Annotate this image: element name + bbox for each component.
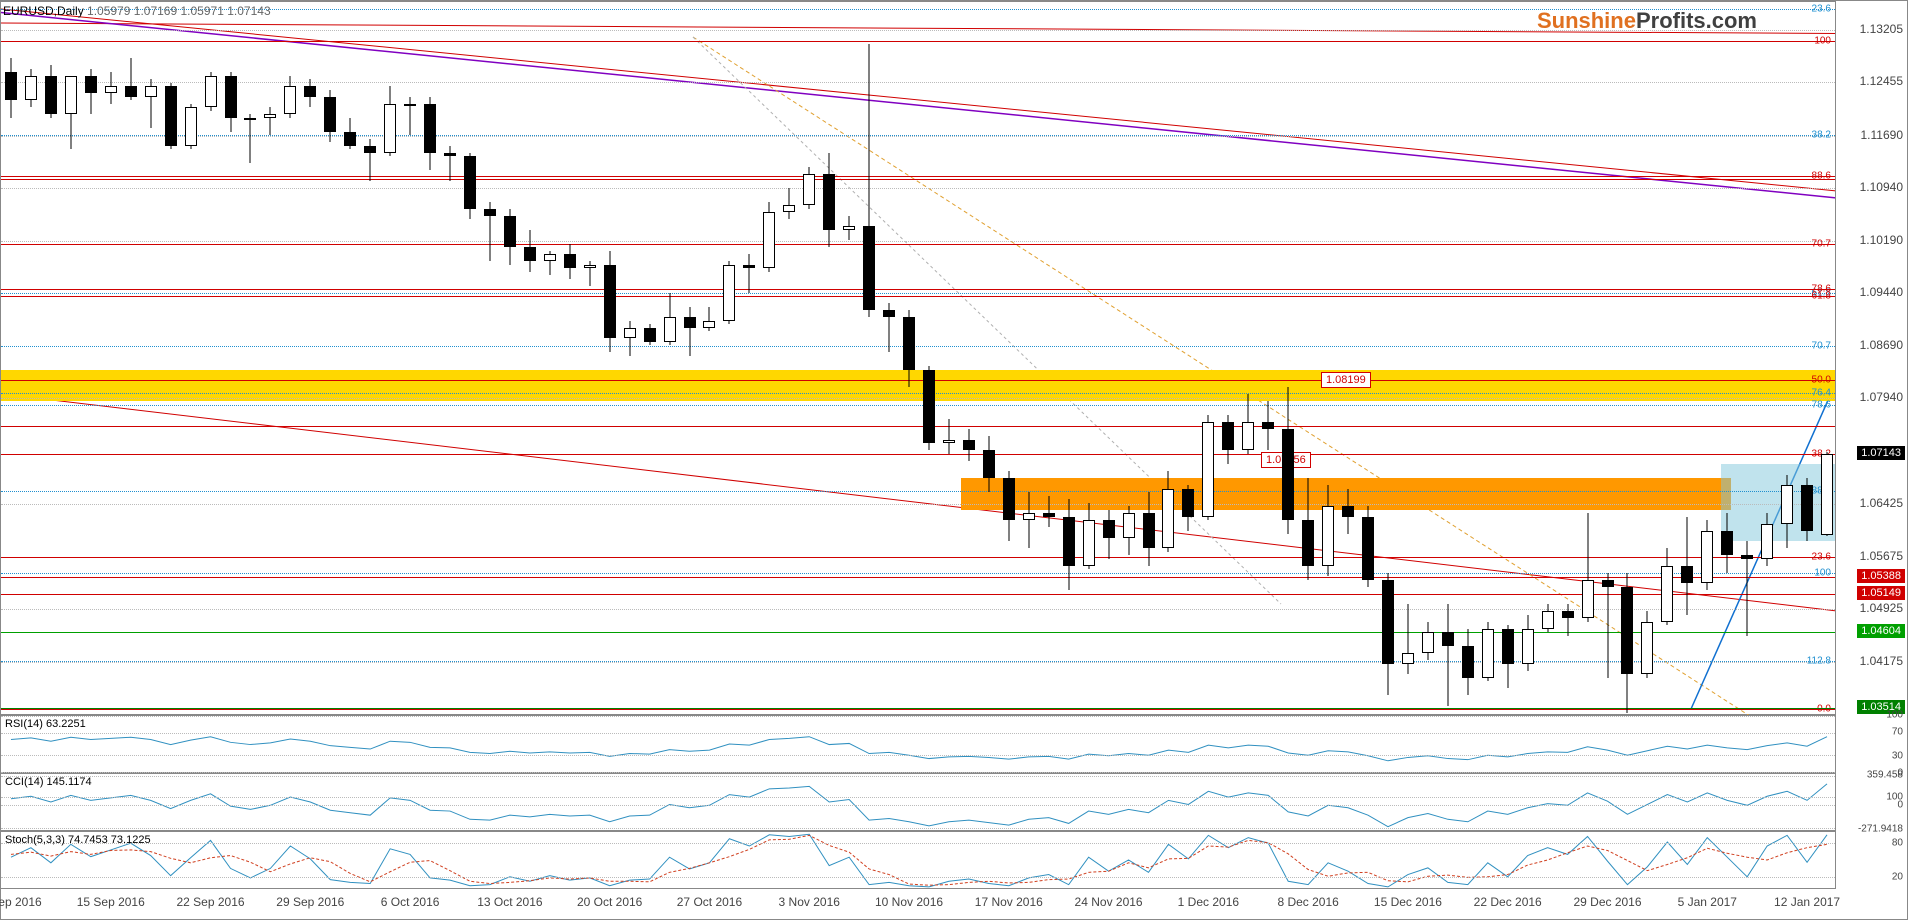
x-tick: 8 Sep 2016 [0, 895, 42, 909]
ohlc-l: 1.05971 [181, 4, 224, 18]
x-tick: 27 Oct 2016 [677, 895, 742, 909]
y-tick: 1.09440 [1860, 285, 1903, 299]
fib-level-blue [1, 346, 1837, 347]
fib-level-red [1, 454, 1837, 455]
x-tick: 3 Nov 2016 [779, 895, 840, 909]
y-tick: 1.11690 [1861, 128, 1904, 142]
x-tick: 24 Nov 2016 [1075, 895, 1143, 909]
fib-level-blue [1, 405, 1837, 406]
y-price-box: 1.05149 [1857, 586, 1905, 600]
x-tick: 29 Sep 2016 [276, 895, 344, 909]
y-tick: 1.04925 [1860, 601, 1903, 615]
price-panel[interactable]: EURUSD,Daily 1.05979 1.07169 1.05971 1.0… [1, 1, 1837, 715]
y-tick: 1.05675 [1860, 549, 1903, 563]
cci-line [1, 774, 1837, 832]
h-level [1, 426, 1837, 427]
timeframe-label: Daily [57, 4, 84, 18]
y-tick: 1.08690 [1860, 338, 1903, 352]
y-price-box: 1.07143 [1857, 446, 1905, 460]
y-tick: 1.12455 [1860, 74, 1903, 88]
y-tick: 1.04175 [1860, 654, 1903, 668]
fib-level-red [1, 709, 1837, 710]
rsi-line [1, 716, 1837, 774]
chart-root: EURUSD,Daily 1.05979 1.07169 1.05971 1.0… [0, 0, 1908, 920]
time-axis: 8 Sep 2016 15 Sep 2016 22 Sep 2016 29 Sep 2… [1, 889, 1837, 921]
y-tick: 1.13205 [1860, 22, 1903, 36]
x-tick: 13 Oct 2016 [477, 895, 542, 909]
x-tick: 29 Dec 2016 [1573, 895, 1641, 909]
x-tick: 6 Oct 2016 [381, 895, 440, 909]
x-tick: 12 Jan 2017 [1774, 895, 1840, 909]
rsi-panel[interactable]: RSI(14) 63.2251 03070100 [1, 715, 1837, 773]
y-price-box: 1.05388 [1857, 569, 1905, 583]
h-level [1, 380, 1837, 381]
x-tick: 5 Jan 2017 [1678, 895, 1737, 909]
y-price-box: 1.04604 [1857, 624, 1905, 638]
stoch-panel[interactable]: Stoch(5,3,3) 74.7453 73.1225 2080 [1, 831, 1837, 889]
h-level [1, 577, 1837, 578]
symbol-label: EURUSD [3, 4, 54, 18]
x-tick: 22 Dec 2016 [1474, 895, 1542, 909]
x-tick: 22 Sep 2016 [177, 895, 245, 909]
fib-level-blue [1, 393, 1837, 394]
price-label-box: 1.08199 [1321, 372, 1371, 388]
fib-level-red [1, 557, 1837, 558]
ohlc-o: 1.05979 [87, 4, 130, 18]
x-tick: 20 Oct 2016 [577, 895, 642, 909]
x-tick: 15 Dec 2016 [1374, 895, 1442, 909]
fib-level-blue [1, 573, 1837, 574]
x-tick: 8 Dec 2016 [1277, 895, 1338, 909]
fib-level-red [1, 289, 1837, 290]
y-tick: 1.10190 [1860, 233, 1903, 247]
x-tick: 10 Nov 2016 [875, 895, 943, 909]
rsi-label: RSI(14) 63.2251 [5, 718, 86, 730]
y-tick: 1.06425 [1860, 496, 1903, 510]
stoch-label: Stoch(5,3,3) 74.7453 73.1225 [5, 834, 151, 846]
cci-label: CCI(14) 145.1174 [5, 776, 92, 788]
h-level [1, 632, 1837, 633]
fib-level-blue [1, 491, 1837, 492]
fib-level-blue [1, 135, 1837, 136]
ohlc-h: 1.07169 [134, 4, 177, 18]
fib-level-red [1, 244, 1837, 245]
stoch-line [1, 832, 1837, 890]
cci-panel[interactable]: CCI(14) 145.1174 -271.94180100359.458 [1, 773, 1837, 831]
y-tick: 1.10940 [1860, 180, 1903, 194]
h-level [1, 708, 1837, 709]
fib-level-red [1, 296, 1837, 297]
fib-level-blue [1, 661, 1837, 662]
fib-level-blue [1, 293, 1837, 294]
chart-title: EURUSD,Daily 1.05979 1.07169 1.05971 1.0… [3, 4, 271, 18]
fib-level-red [1, 176, 1837, 177]
price-zone [1, 370, 1837, 402]
fib-level-red [1, 41, 1837, 42]
watermark: SunshineProfits.com [1537, 8, 1757, 34]
y-tick: 1.07940 [1860, 390, 1903, 404]
x-tick: 17 Nov 2016 [975, 895, 1043, 909]
h-level [1, 594, 1837, 595]
price-zone [1721, 464, 1837, 541]
x-tick: 1 Dec 2016 [1178, 895, 1239, 909]
ohlc-c: 1.07143 [227, 4, 270, 18]
x-tick: 15 Sep 2016 [77, 895, 145, 909]
h-level [1, 179, 1837, 180]
price-axis: 1.13205 1.12455 1.11690 1.10940 1.10190 1.094… [1835, 1, 1907, 889]
